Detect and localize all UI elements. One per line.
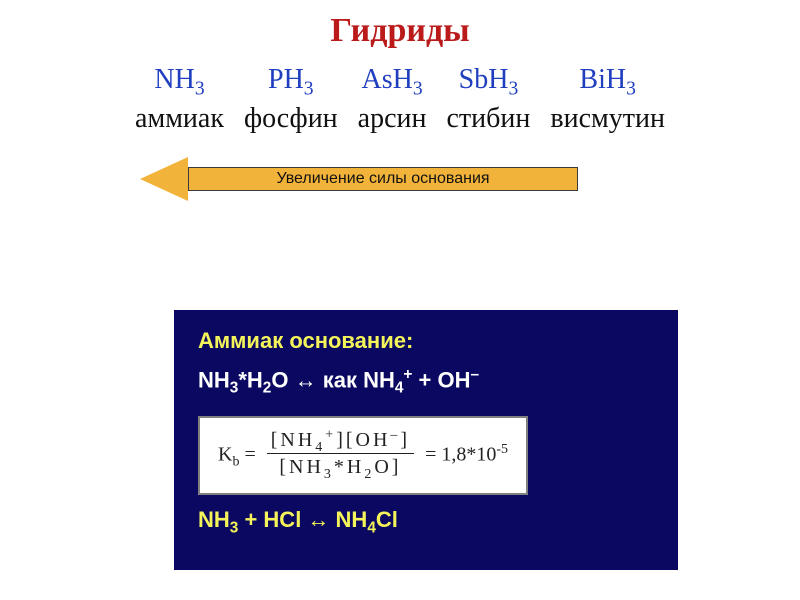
fraction: [NH4+][OH–][NH3*H2O] bbox=[267, 428, 414, 484]
double-arrow-icon: ↔ bbox=[295, 367, 317, 392]
hydride-formula: AsH3 bbox=[358, 64, 427, 101]
reaction-line: NH3 + HCl ↔ NH4Cl bbox=[198, 507, 654, 537]
hydride-name: арсин bbox=[358, 103, 427, 135]
t: *H bbox=[334, 456, 364, 478]
t: 4 bbox=[315, 440, 325, 455]
t: = bbox=[239, 443, 260, 465]
t: [NH bbox=[271, 429, 316, 451]
hydride-name: аммиак bbox=[135, 103, 224, 135]
t: NH bbox=[198, 367, 230, 392]
numerator: [NH4+][OH–] bbox=[267, 429, 414, 454]
hydride-item: SbH3 стибин bbox=[447, 64, 531, 135]
t: -5 bbox=[496, 441, 508, 456]
title-text: Гидриды bbox=[330, 12, 469, 49]
hydride-formula: BiH3 bbox=[550, 64, 665, 101]
t: NH bbox=[198, 507, 230, 532]
page-title: Гидриды bbox=[0, 0, 800, 50]
panel-heading: Аммиак основание: bbox=[198, 328, 654, 354]
arrow-shape: Увеличение силы основания bbox=[140, 157, 580, 201]
formula-sub: 3 bbox=[195, 79, 205, 100]
t: = 1,8*10 bbox=[420, 443, 496, 465]
formula-base: AsH bbox=[362, 64, 413, 95]
equilibrium-line: NH3*H2O ↔ как NH4+ + OH– bbox=[198, 366, 654, 398]
formula-base: PH bbox=[268, 64, 304, 95]
hydride-formula: NH3 bbox=[135, 64, 224, 101]
hydride-formula: SbH3 bbox=[447, 64, 531, 101]
equation-panel: Аммиак основание: NH3*H2O ↔ как NH4+ + O… bbox=[174, 310, 678, 570]
hydride-item: BiH3 висмутин bbox=[550, 64, 665, 135]
formula-base: NH bbox=[154, 64, 194, 95]
t: *H bbox=[238, 367, 262, 392]
t: ] bbox=[400, 429, 410, 451]
t: как NH bbox=[317, 367, 395, 392]
base-strength-arrow: Увеличение силы основания bbox=[140, 157, 580, 217]
t: O bbox=[271, 367, 294, 392]
formula-sub: 3 bbox=[304, 79, 314, 100]
arrow-head-icon bbox=[140, 157, 188, 201]
formula-base: SbH bbox=[459, 64, 509, 95]
formula-sub: 3 bbox=[626, 79, 636, 100]
t: Cl bbox=[376, 507, 398, 532]
t: 3 bbox=[324, 467, 334, 482]
t: + HCl bbox=[238, 507, 307, 532]
formula-sub: 3 bbox=[413, 79, 423, 100]
t: 4 bbox=[367, 520, 376, 537]
hydride-item: AsH3 арсин bbox=[358, 64, 427, 135]
kb-equation-box: Kb = [NH4+][OH–][NH3*H2O] = 1,8*10-5 bbox=[198, 416, 528, 496]
t: NH bbox=[329, 507, 367, 532]
t: [NH bbox=[279, 456, 324, 478]
denominator: [NH3*H2O] bbox=[275, 454, 405, 478]
hydride-name: фосфин bbox=[244, 103, 338, 135]
formula-base: BiH bbox=[579, 64, 626, 95]
t: 2 bbox=[364, 467, 374, 482]
t: ][OH bbox=[336, 429, 390, 451]
t: K bbox=[218, 443, 232, 465]
hydride-formula: PH3 bbox=[244, 64, 338, 101]
hydride-name: стибин bbox=[447, 103, 531, 135]
hydride-item: NH3 аммиак bbox=[135, 64, 224, 135]
t: O] bbox=[374, 456, 401, 478]
hydride-item: PH3 фосфин bbox=[244, 64, 338, 135]
t: – bbox=[390, 428, 400, 443]
t: – bbox=[471, 366, 480, 383]
panel-heading-text: Аммиак основание: bbox=[198, 328, 413, 353]
t: + bbox=[325, 428, 336, 443]
hydride-name: висмутин bbox=[550, 103, 665, 135]
double-arrow-icon: ↔ bbox=[307, 507, 329, 532]
t: + OH bbox=[412, 367, 470, 392]
hydrides-row: NH3 аммиак PH3 фосфин AsH3 арсин SbH3 ст… bbox=[0, 64, 800, 135]
arrow-label: Увеличение силы основания bbox=[276, 170, 489, 188]
formula-sub: 3 bbox=[508, 79, 518, 100]
arrow-body: Увеличение силы основания bbox=[188, 167, 578, 191]
